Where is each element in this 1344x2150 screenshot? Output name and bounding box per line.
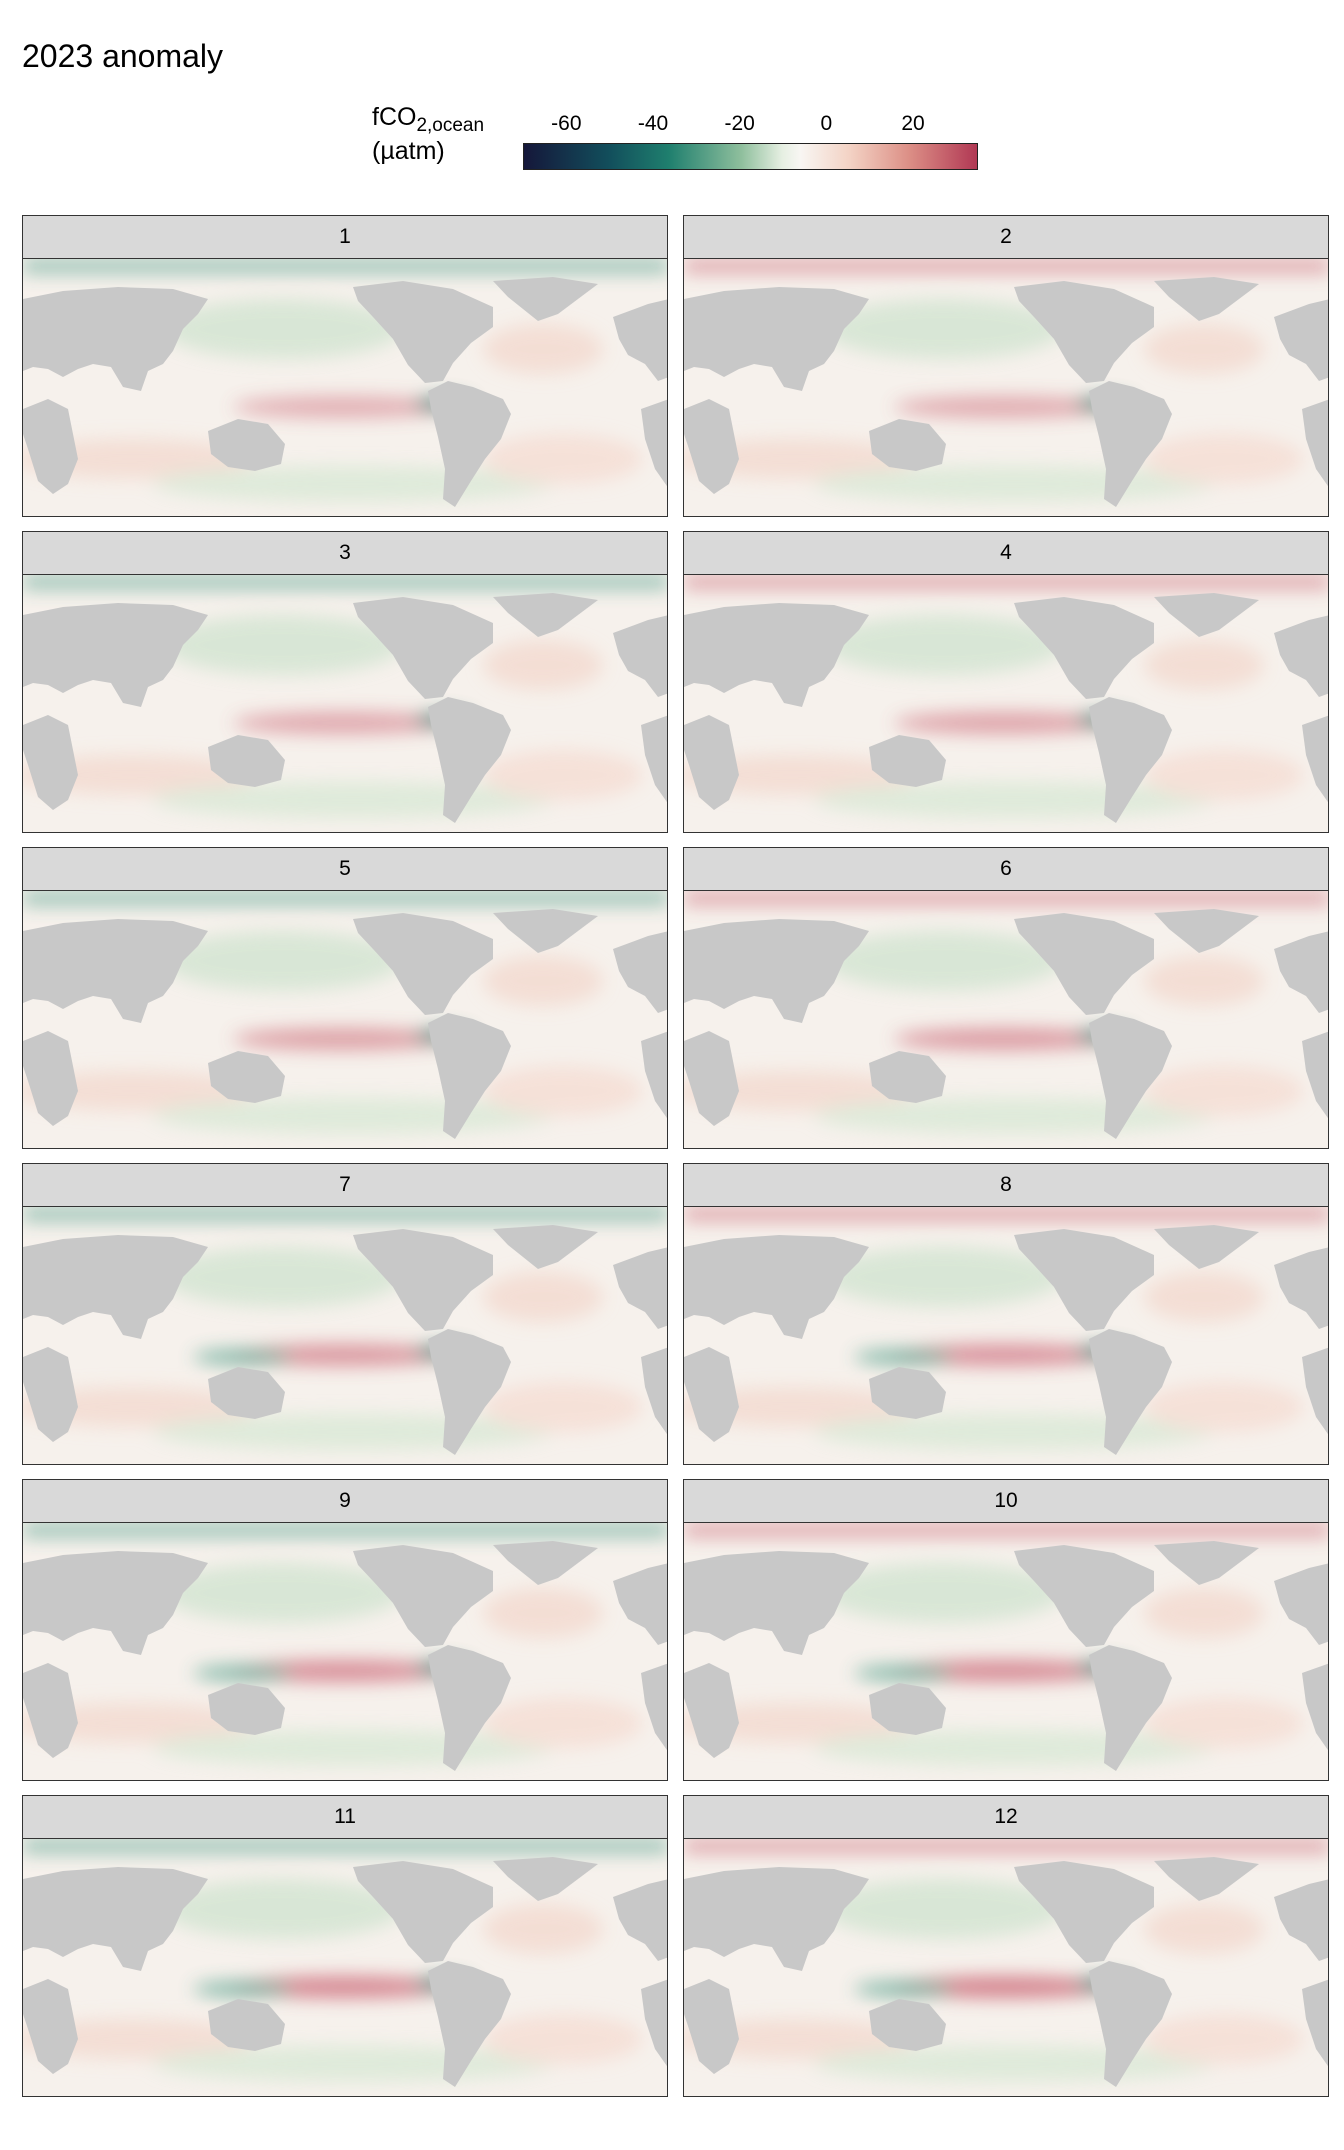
map-canvas: [684, 259, 1328, 507]
facet-label: 7: [22, 1163, 668, 1207]
facet-label: 6: [683, 847, 1329, 891]
colorbar-title-unit: (µatm): [372, 136, 445, 165]
anomaly-map: [22, 1522, 668, 1781]
map-canvas: [684, 1839, 1328, 2087]
land-mask: [684, 1857, 1328, 2087]
colorbar-tick-label: -20: [724, 112, 755, 135]
land-mask: [23, 1857, 667, 2087]
colorbar: [523, 143, 978, 170]
anomaly-map: [22, 1206, 668, 1465]
land-mask: [684, 593, 1328, 823]
map-canvas: [23, 1839, 667, 2087]
land-mask: [23, 909, 667, 1139]
facet-panel: 5: [22, 847, 668, 1150]
facet-label: 11: [22, 1795, 668, 1839]
facet-label: 8: [683, 1163, 1329, 1207]
facet-panel: 6: [683, 847, 1329, 1150]
facet-label: 2: [683, 215, 1329, 259]
anomaly-map: [683, 890, 1329, 1149]
colorbar-tick-label: 0: [820, 112, 833, 135]
facet-panel: 8: [683, 1163, 1329, 1466]
facet-label: 5: [22, 847, 668, 891]
land-mask: [684, 1225, 1328, 1455]
facet-label: 4: [683, 531, 1329, 575]
facet-panel: 2: [683, 215, 1329, 518]
facet-panel: 7: [22, 1163, 668, 1466]
land-mask: [23, 1225, 667, 1455]
map-canvas: [23, 575, 667, 823]
colorbar-tick-label: -40: [637, 112, 669, 135]
colorbar-tick-label: 20: [901, 112, 925, 135]
map-canvas: [684, 891, 1328, 1139]
map-canvas: [23, 259, 667, 507]
colorbar-tick-label: -60: [551, 112, 582, 135]
facet-panel: 4: [683, 531, 1329, 834]
facet-panel: 1: [22, 215, 668, 518]
anomaly-map: [683, 258, 1329, 517]
anomaly-map: [22, 890, 668, 1149]
map-canvas: [23, 891, 667, 1139]
map-canvas: [23, 1207, 667, 1455]
anomaly-map: [683, 574, 1329, 833]
anomaly-map: [22, 574, 668, 833]
land-mask: [684, 277, 1328, 507]
facet-label: 12: [683, 1795, 1329, 1839]
facet-panel: 9: [22, 1479, 668, 1782]
map-canvas: [684, 1523, 1328, 1771]
land-mask: [684, 1541, 1328, 1771]
facet-panel: 11: [22, 1795, 668, 2098]
map-canvas: [684, 1207, 1328, 1455]
land-mask: [23, 1541, 667, 1771]
anomaly-map: [683, 1522, 1329, 1781]
map-canvas: [684, 575, 1328, 823]
map-canvas: [23, 1523, 667, 1771]
anomaly-map: [683, 1838, 1329, 2097]
anomaly-map: [22, 258, 668, 517]
facet-panel: 10: [683, 1479, 1329, 1782]
land-mask: [23, 277, 667, 507]
land-mask: [23, 593, 667, 823]
anomaly-map: [683, 1206, 1329, 1465]
land-mask: [684, 909, 1328, 1139]
figure-title: 2023 anomaly: [22, 38, 224, 74]
colorbar-title: fCO2,ocean (µatm): [372, 103, 484, 166]
facet-label: 9: [22, 1479, 668, 1523]
facet-panel: 3: [22, 531, 668, 834]
colorbar-ticks: -60 -40 -20 0 20: [523, 112, 978, 172]
facet-label: 3: [22, 531, 668, 575]
facet-panel: 12: [683, 1795, 1329, 2098]
anomaly-map: [22, 1838, 668, 2097]
facet-label: 1: [22, 215, 668, 259]
colorbar-title-sub: 2,ocean: [416, 115, 485, 136]
facet-label: 10: [683, 1479, 1329, 1523]
colorbar-title-main: fCO: [372, 103, 417, 131]
